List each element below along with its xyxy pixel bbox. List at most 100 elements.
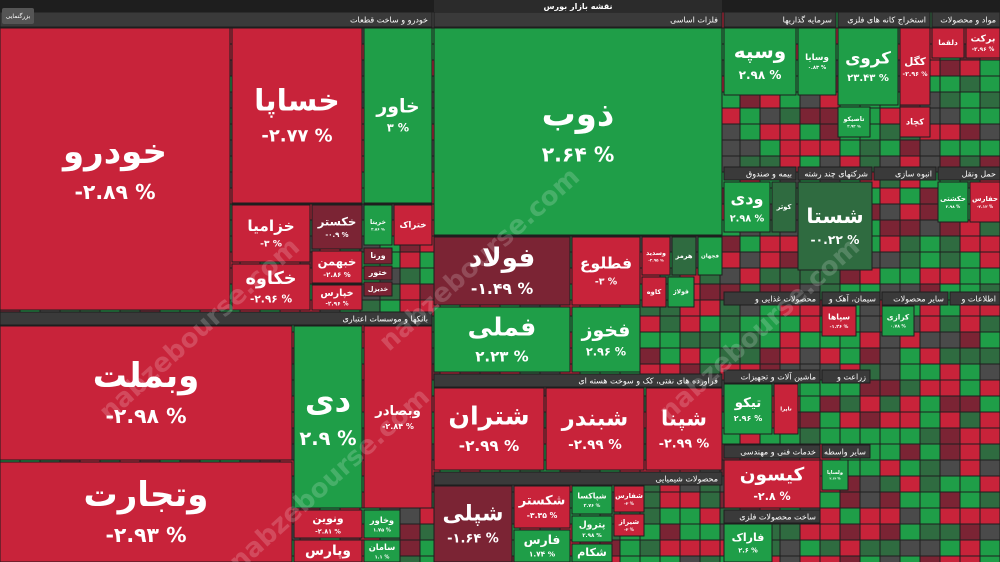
small-tile[interactable]	[920, 348, 940, 364]
small-tile[interactable]	[880, 380, 900, 396]
small-tile[interactable]	[400, 540, 420, 556]
small-tile[interactable]	[800, 268, 820, 284]
stock-tile[interactable]	[293, 539, 363, 562]
small-tile[interactable]	[720, 268, 740, 284]
stock-tile[interactable]	[837, 106, 871, 138]
small-tile[interactable]	[840, 556, 860, 562]
small-tile[interactable]	[920, 332, 940, 348]
stock-tile[interactable]	[931, 27, 965, 59]
small-tile[interactable]	[920, 380, 940, 396]
small-tile[interactable]	[680, 332, 700, 348]
small-tile[interactable]	[700, 492, 720, 508]
small-tile[interactable]	[640, 524, 660, 540]
small-tile[interactable]	[980, 268, 1000, 284]
small-tile[interactable]	[620, 540, 640, 556]
small-tile[interactable]	[960, 508, 980, 524]
small-tile[interactable]	[740, 252, 760, 268]
stock-tile[interactable]	[773, 383, 799, 435]
small-tile[interactable]	[700, 348, 720, 364]
small-tile[interactable]	[920, 460, 940, 476]
small-tile[interactable]	[780, 524, 800, 540]
small-tile[interactable]	[700, 556, 720, 562]
stock-tile[interactable]	[641, 276, 667, 308]
stock-tile[interactable]	[969, 181, 1000, 223]
stock-tile[interactable]	[311, 284, 363, 311]
small-tile[interactable]	[840, 412, 860, 428]
stock-tile[interactable]	[723, 27, 797, 96]
small-tile[interactable]	[720, 124, 740, 140]
small-tile[interactable]	[720, 92, 740, 108]
zoom-button-label[interactable]: بزرگنمایی	[6, 12, 31, 20]
small-tile[interactable]	[900, 380, 920, 396]
small-tile[interactable]	[800, 92, 820, 108]
small-tile[interactable]	[860, 412, 880, 428]
small-tile[interactable]	[860, 428, 880, 444]
stock-tile[interactable]	[571, 543, 613, 562]
small-tile[interactable]	[900, 348, 920, 364]
stock-tile[interactable]	[0, 461, 293, 562]
small-tile[interactable]	[780, 92, 800, 108]
small-tile[interactable]	[400, 268, 420, 284]
stock-tile[interactable]	[571, 306, 641, 373]
small-tile[interactable]	[860, 348, 880, 364]
small-tile[interactable]	[900, 140, 920, 156]
stock-tile[interactable]	[513, 529, 571, 562]
stock-tile[interactable]	[937, 181, 969, 223]
small-tile[interactable]	[860, 268, 880, 284]
small-tile[interactable]	[980, 348, 1000, 364]
small-tile[interactable]	[960, 428, 980, 444]
small-tile[interactable]	[820, 140, 840, 156]
small-tile[interactable]	[960, 316, 980, 332]
stock-tile[interactable]	[899, 106, 931, 138]
small-tile[interactable]	[960, 108, 980, 124]
stock-tile[interactable]	[671, 236, 697, 276]
small-tile[interactable]	[800, 348, 820, 364]
small-tile[interactable]	[980, 396, 1000, 412]
small-tile[interactable]	[980, 412, 1000, 428]
small-tile[interactable]	[920, 492, 940, 508]
small-tile[interactable]	[660, 556, 680, 562]
small-tile[interactable]	[980, 508, 1000, 524]
zoom-button[interactable]	[2, 8, 34, 24]
small-tile[interactable]	[980, 380, 1000, 396]
small-tile[interactable]	[760, 236, 780, 252]
small-tile[interactable]	[980, 108, 1000, 124]
small-tile[interactable]	[880, 108, 900, 124]
small-tile[interactable]	[900, 220, 920, 236]
small-tile[interactable]	[820, 540, 840, 556]
stock-tile[interactable]	[641, 236, 671, 276]
stock-tile[interactable]	[723, 459, 821, 509]
small-tile[interactable]	[800, 108, 820, 124]
small-tile[interactable]	[800, 396, 820, 412]
small-tile[interactable]	[960, 76, 980, 92]
small-tile[interactable]	[820, 556, 840, 562]
small-tile[interactable]	[940, 236, 960, 252]
small-tile[interactable]	[820, 108, 840, 124]
small-tile[interactable]	[880, 412, 900, 428]
stock-tile[interactable]	[667, 276, 695, 308]
small-tile[interactable]	[400, 284, 420, 300]
small-tile[interactable]	[960, 476, 980, 492]
small-tile[interactable]	[960, 540, 980, 556]
small-tile[interactable]	[920, 204, 940, 220]
small-tile[interactable]	[640, 492, 660, 508]
small-tile[interactable]	[740, 268, 760, 284]
small-tile[interactable]	[860, 396, 880, 412]
small-tile[interactable]	[900, 508, 920, 524]
small-tile[interactable]	[960, 124, 980, 140]
small-tile[interactable]	[680, 348, 700, 364]
small-tile[interactable]	[900, 444, 920, 460]
small-tile[interactable]	[960, 348, 980, 364]
small-tile[interactable]	[920, 556, 940, 562]
small-tile[interactable]	[920, 508, 940, 524]
small-tile[interactable]	[920, 540, 940, 556]
small-tile[interactable]	[960, 396, 980, 412]
small-tile[interactable]	[780, 332, 800, 348]
small-tile[interactable]	[760, 140, 780, 156]
small-tile[interactable]	[820, 380, 840, 396]
small-tile[interactable]	[900, 204, 920, 220]
small-tile[interactable]	[900, 476, 920, 492]
small-tile[interactable]	[920, 524, 940, 540]
small-tile[interactable]	[820, 396, 840, 412]
small-tile[interactable]	[980, 460, 1000, 476]
